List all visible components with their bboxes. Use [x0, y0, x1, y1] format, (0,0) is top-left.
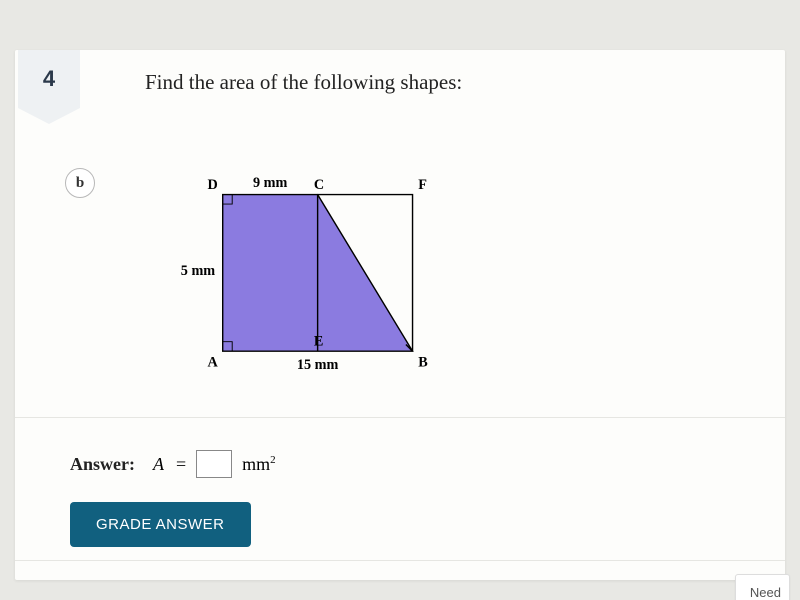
- need-help-button[interactable]: Need: [735, 574, 790, 600]
- divider: [15, 417, 785, 418]
- answer-row: Answer: A = mm2: [70, 450, 276, 478]
- unit-text: mm: [242, 454, 270, 474]
- svg-text:F: F: [418, 177, 427, 193]
- answer-variable: A: [153, 454, 164, 475]
- svg-text:B: B: [418, 354, 428, 370]
- unit-power: 2: [270, 454, 276, 466]
- svg-text:E: E: [314, 333, 323, 349]
- question-text: Find the area of the following shapes:: [145, 70, 462, 95]
- geometry-figure: A B C D E F 9 mm 15 mm 15 mm: [180, 160, 460, 405]
- part-label: b: [65, 168, 95, 198]
- svg-text:A: A: [208, 354, 219, 370]
- svg-text:9 mm: 9 mm: [253, 175, 288, 191]
- svg-text:C: C: [314, 177, 324, 193]
- equals-sign: =: [176, 454, 186, 475]
- grade-answer-button[interactable]: GRADE ANSWER: [70, 502, 251, 547]
- question-number-tab: 4: [18, 50, 80, 108]
- divider-2: [15, 560, 785, 561]
- answer-input[interactable]: [196, 450, 232, 478]
- svg-text:15 mm: 15 mm: [297, 357, 339, 373]
- svg-text:D: D: [208, 177, 218, 193]
- answer-unit: mm2: [242, 454, 276, 475]
- question-card: Find the area of the following shapes: b…: [15, 50, 785, 580]
- svg-text:15 mm: 15 mm: [180, 263, 215, 279]
- answer-label: Answer:: [70, 454, 135, 475]
